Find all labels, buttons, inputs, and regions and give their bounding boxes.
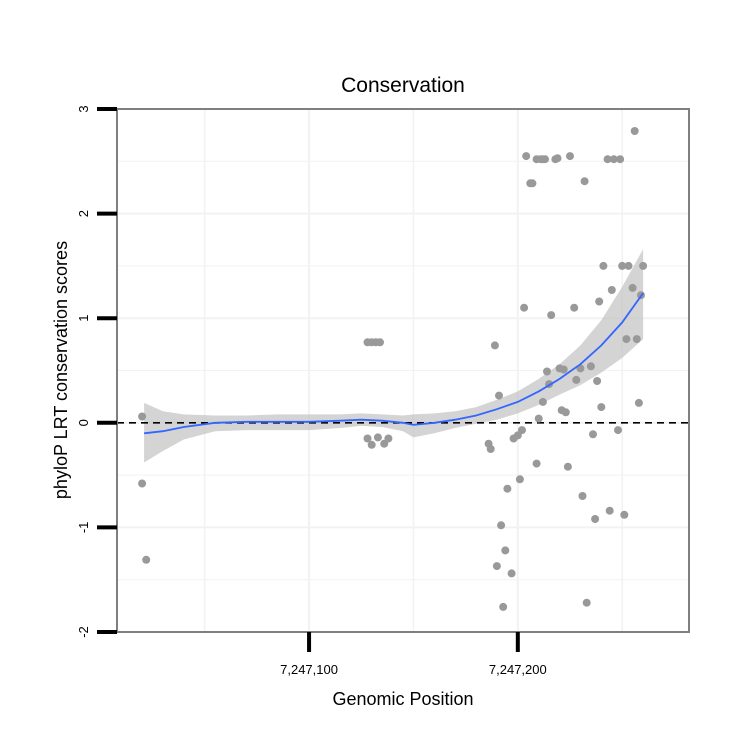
- data-point: [582, 598, 591, 607]
- data-point: [532, 459, 541, 468]
- data-point: [142, 555, 151, 564]
- data-point: [624, 261, 633, 270]
- data-point: [570, 303, 579, 312]
- data-point: [603, 155, 612, 164]
- data-point: [138, 479, 147, 488]
- data-point: [593, 377, 602, 385]
- data-point: [597, 403, 606, 412]
- data-point: [553, 154, 562, 163]
- data-point: [507, 569, 516, 578]
- y-tick-label: -2: [76, 626, 91, 638]
- data-point: [373, 433, 382, 442]
- y-tick-label: 1: [76, 315, 91, 322]
- data-point: [561, 408, 570, 417]
- data-point: [376, 338, 384, 347]
- axis-layer: -2 -1 0 1 2 3 7,247,100 7,247,200: [76, 105, 547, 677]
- y-tick-label: 2: [76, 210, 91, 217]
- x-tick-label: 7,247,200: [489, 662, 547, 677]
- data-point: [634, 398, 643, 407]
- data-point: [367, 440, 376, 449]
- data-point: [630, 127, 639, 135]
- data-point: [586, 362, 595, 371]
- data-point: [591, 515, 600, 523]
- data-point: [559, 365, 568, 374]
- data-point: [622, 335, 631, 344]
- smooth-line: [144, 292, 644, 435]
- data-point: [605, 506, 614, 515]
- data-point: [503, 484, 512, 493]
- data-point: [616, 155, 625, 164]
- data-point: [499, 602, 508, 611]
- data-point: [566, 152, 574, 161]
- y-axis-title: phyloP LRT conservation scores: [51, 241, 71, 499]
- x-axis-title: Genomic Position: [332, 689, 473, 709]
- chart-title: Conservation: [341, 74, 465, 97]
- data-point: [580, 177, 589, 186]
- data-point: [138, 412, 147, 421]
- data-point: [618, 261, 627, 270]
- data-point: [547, 311, 556, 320]
- confidence-band: [144, 249, 644, 463]
- data-point: [632, 335, 641, 344]
- data-point: [639, 261, 648, 270]
- data-point: [492, 562, 501, 571]
- data-point: [628, 283, 637, 292]
- data-point: [522, 152, 531, 161]
- data-point: [490, 341, 499, 350]
- data-point: [572, 375, 581, 384]
- data-point: [614, 426, 622, 435]
- y-tick-label: 3: [76, 105, 91, 112]
- data-point: [534, 414, 543, 423]
- data-point: [538, 397, 547, 406]
- data-point: [486, 445, 495, 453]
- data-point: [515, 475, 524, 484]
- data-point: [607, 286, 616, 294]
- data-point: [620, 510, 629, 519]
- data-point: [543, 367, 551, 376]
- data-point: [520, 303, 529, 312]
- point-layer: [138, 127, 648, 611]
- data-point: [497, 521, 506, 530]
- data-point: [518, 426, 526, 435]
- data-point: [578, 492, 587, 500]
- data-point: [563, 462, 572, 471]
- confidence-band-layer: [144, 249, 644, 463]
- data-point: [501, 546, 510, 555]
- x-tick-label: 7,247,100: [280, 662, 338, 677]
- data-point: [384, 434, 393, 443]
- panel-border: [116, 108, 690, 633]
- y-tick-label: 0: [76, 419, 91, 426]
- y-tick-label: -1: [76, 522, 91, 534]
- data-point: [599, 261, 608, 270]
- data-point: [595, 297, 604, 306]
- smooth-line-layer: [144, 292, 644, 435]
- data-point: [609, 155, 618, 164]
- data-point: [541, 155, 549, 164]
- data-point: [589, 430, 597, 439]
- data-point: [528, 179, 537, 188]
- data-point: [495, 391, 503, 400]
- data-point: [363, 434, 372, 443]
